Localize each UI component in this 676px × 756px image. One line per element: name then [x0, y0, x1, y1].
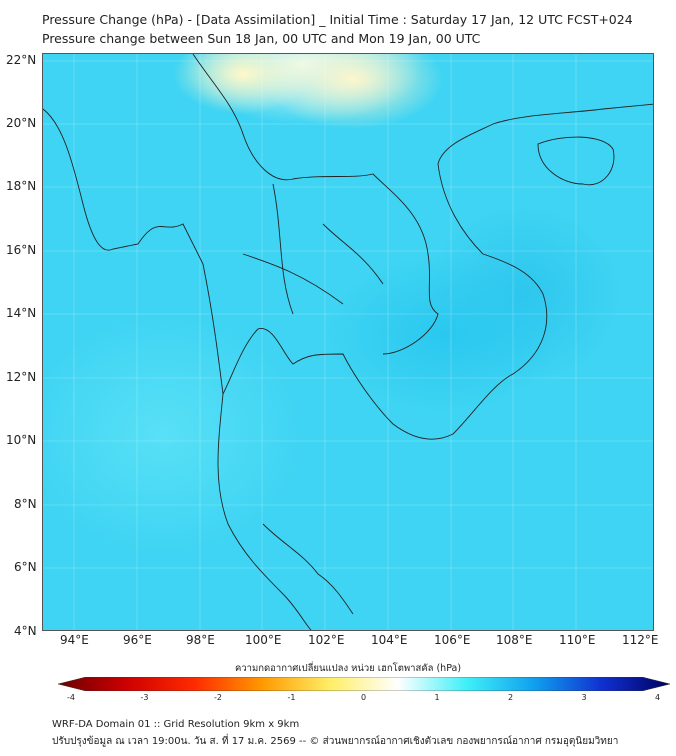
colorbar-tick: 0	[361, 693, 367, 702]
lat-label: 4°N	[14, 624, 37, 638]
coastlines	[43, 54, 653, 630]
lon-label: 100°E	[245, 633, 282, 647]
lon-label: 110°E	[559, 633, 596, 647]
colorbar-tick: -3	[140, 693, 149, 702]
lat-label: 8°N	[14, 497, 37, 511]
lon-label: 112°E	[622, 633, 659, 647]
lat-label: 10°N	[6, 433, 37, 447]
pressure-change-map	[42, 53, 654, 631]
footer-info: WRF-DA Domain 01 :: Grid Resolution 9km …	[52, 719, 300, 730]
colorbar-tick: -1	[287, 693, 296, 702]
chart-title: Pressure Change (hPa) - [Data Assimilati…	[42, 12, 633, 27]
colorbar-tick: 1	[434, 693, 440, 702]
lat-label: 18°N	[6, 179, 37, 193]
chart-subtitle: Pressure change between Sun 18 Jan, 00 U…	[42, 31, 481, 46]
colorbar-tick: 4	[655, 693, 661, 702]
lat-label: 14°N	[6, 306, 37, 320]
lat-label: 20°N	[6, 116, 37, 130]
lon-label: 102°E	[308, 633, 345, 647]
lon-label: 96°E	[123, 633, 152, 647]
lat-label: 22°N	[6, 53, 37, 67]
lat-label: 6°N	[14, 560, 37, 574]
colorbar-tick: -4	[67, 693, 75, 702]
gridlines	[43, 54, 653, 630]
lat-label: 16°N	[6, 243, 37, 257]
footer-credit: ปรับปรุงข้อมูล ณ เวลา 19:00น. วัน ส. ที่…	[52, 736, 619, 747]
lat-label: 12°N	[6, 370, 37, 384]
lon-label: 104°E	[371, 633, 408, 647]
colorbar-tick: 3	[581, 693, 587, 702]
lon-label: 98°E	[186, 633, 215, 647]
lon-label: 106°E	[434, 633, 471, 647]
colorbar-tick: -2	[214, 693, 222, 702]
colorbar-tick: 2	[508, 693, 514, 702]
lon-label: 94°E	[60, 633, 89, 647]
colorbar-label: ความกดอากาศเปลี่ยนแปลง หน่วย เฮกโตพาสคัล…	[234, 663, 462, 674]
colorbar	[58, 677, 670, 691]
lon-label: 108°E	[496, 633, 533, 647]
